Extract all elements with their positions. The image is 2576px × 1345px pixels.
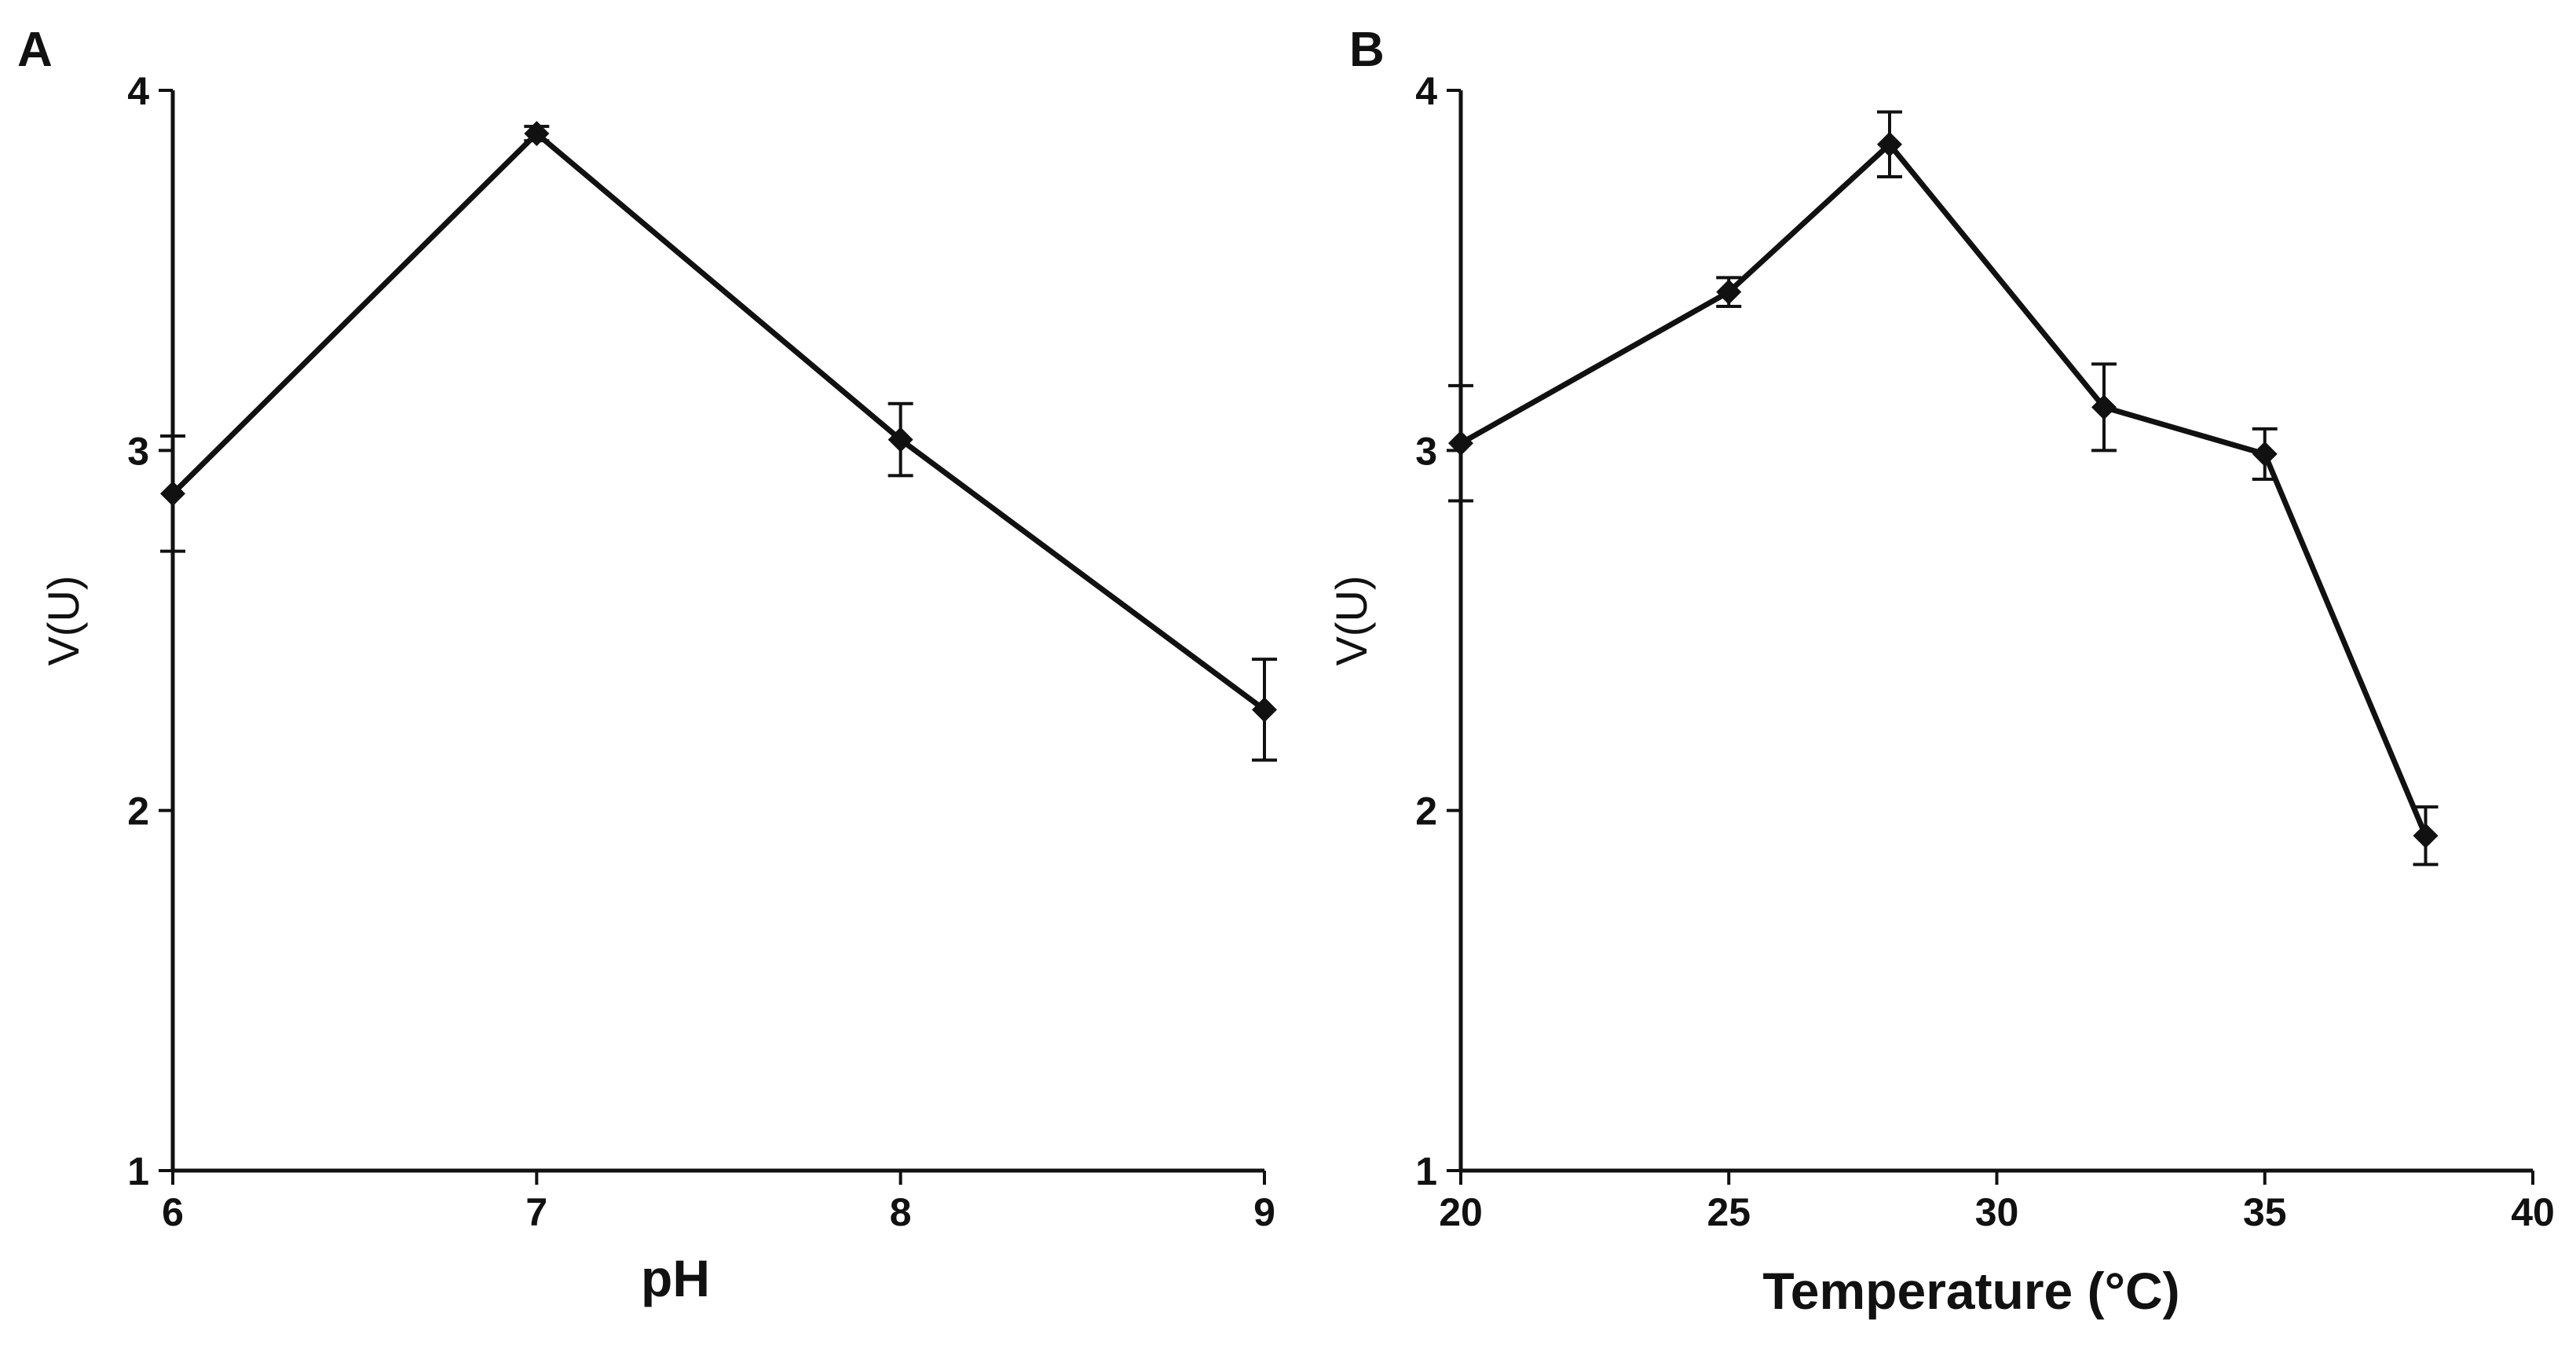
panel-a-data-point (160, 481, 185, 507)
panel-b-data-point (2413, 823, 2439, 848)
panel-b-chart: B 1 2 3 4 20 25 30 35 40 Temperature (°C) V(U) (1326, 23, 2555, 1320)
panel-b-y-axis-title: V(U) (1326, 575, 1376, 665)
panel-a-y-tick-label: 4 (127, 69, 149, 113)
panel-b-letter: B (1349, 23, 1385, 77)
panel-b-data-point (2252, 441, 2278, 467)
panel-a-y-tick-label: 3 (127, 429, 149, 473)
panel-b-x-tick-label: 35 (2243, 1190, 2287, 1234)
panel-a-y-axis-title: V(U) (38, 575, 88, 665)
panel-b-data-point (1877, 131, 1902, 157)
panel-b-data-point (1448, 431, 1473, 456)
panel-a-x-tick-label: 7 (525, 1190, 547, 1234)
panel-b-data-point (2091, 394, 2117, 420)
panel-b-y-tick-label: 1 (1415, 1149, 1437, 1193)
panel-a-x-tick-label: 8 (890, 1190, 912, 1234)
panel-a-x-tick-label: 9 (1253, 1190, 1275, 1234)
panel-b-y-tick-label: 2 (1415, 790, 1437, 834)
panel-a-data-point (1252, 697, 1277, 723)
panel-a-series-line (170, 130, 1267, 713)
panel-a-data-point (887, 427, 913, 453)
panel-b-x-tick-label: 25 (1707, 1190, 1751, 1234)
panel-a-letter: A (17, 23, 53, 77)
panel-b-x-axis-title: Temperature (°C) (1762, 1262, 2179, 1320)
panel-a-chart: A 1 2 3 4 6 7 8 9 pH V(U) (17, 23, 1277, 1307)
panel-b-x-tick-label: 20 (1439, 1190, 1483, 1234)
panel-a-data-point (524, 121, 550, 146)
panel-b-x-tick-label: 40 (2511, 1190, 2555, 1234)
panel-b-y-tick-label: 4 (1415, 69, 1437, 113)
panel-a-x-tick-label: 6 (162, 1190, 184, 1234)
panel-a-x-axis-title: pH (641, 1249, 710, 1307)
panel-b-series-line (1459, 141, 2428, 837)
panel-b-y-tick-label: 3 (1415, 429, 1437, 473)
panel-a-y-tick-label: 1 (127, 1149, 149, 1193)
panel-b-x-tick-label: 30 (1975, 1190, 2019, 1234)
panel-a-y-tick-label: 2 (127, 790, 149, 834)
panel-b-data-point (1716, 279, 1742, 305)
